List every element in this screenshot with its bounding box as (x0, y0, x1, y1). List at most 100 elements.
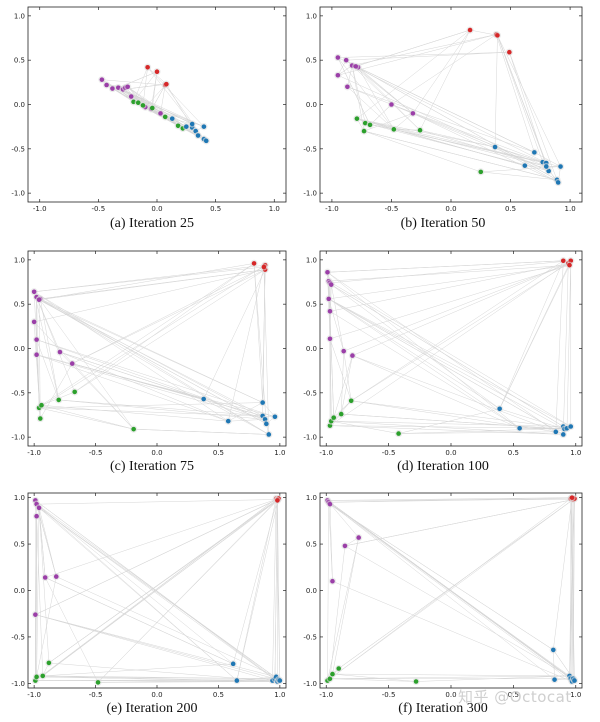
x-tick-label: 0.0 (151, 205, 162, 213)
edge-line (36, 339, 276, 417)
edge-line (327, 260, 564, 273)
edge-line (419, 129, 496, 148)
data-point-red (569, 495, 575, 500)
data-point-green (135, 100, 141, 106)
edge-line (35, 498, 279, 615)
edge-line (329, 311, 334, 418)
data-point-blue (201, 124, 207, 129)
edge-line (329, 425, 568, 429)
data-point-red (560, 258, 566, 264)
edge-line (499, 265, 570, 409)
edge-line (35, 614, 273, 681)
edge-line (59, 351, 229, 422)
data-point-green (336, 666, 342, 671)
edge-line (569, 498, 575, 676)
data-point-purple (328, 282, 334, 287)
edge-line (33, 321, 134, 430)
edge-line (34, 269, 266, 323)
caption-c: (c) Iteration 75 (110, 459, 194, 474)
x-tick-label: -0.5 (89, 691, 103, 699)
edge-line (398, 408, 500, 434)
y-tick-label: -1.0 (303, 680, 317, 688)
y-tick-label: -0.5 (11, 145, 25, 153)
edge-line (363, 130, 481, 173)
edge-line (509, 52, 558, 180)
edge-line (38, 299, 263, 417)
data-point-purple (325, 269, 330, 275)
edge-line (42, 499, 278, 677)
data-point-green (367, 122, 373, 128)
data-point-purple (342, 543, 348, 549)
edge-line (329, 425, 564, 435)
edge-line (329, 675, 570, 679)
data-point-purple (343, 57, 349, 63)
chart-panel-d: -1.0 -0.5 0.0 0.5 1.0 -1.0 -0.5 0.0 0.5 1.0 (300, 244, 600, 457)
edge-line (152, 71, 158, 109)
x-tick-label: 1.0 (565, 205, 576, 213)
edge-line (38, 507, 238, 681)
y-tick-label: -1.0 (303, 434, 317, 442)
edge-line (338, 499, 574, 669)
edge-line (41, 404, 134, 430)
edge-line (327, 497, 573, 501)
watermark-text: 知乎 @Octocat (458, 688, 572, 706)
data-point-blue (195, 133, 201, 138)
edge-line (356, 118, 543, 163)
y-tick-label: -1.0 (11, 680, 25, 688)
edge-line (352, 34, 497, 66)
edge-line (39, 402, 263, 409)
data-point-purple (69, 361, 75, 366)
edge-line (328, 298, 571, 427)
x-tick-label: -1.0 (27, 449, 41, 457)
edge-line (329, 260, 571, 426)
edge-line (351, 65, 366, 124)
data-point-purple (31, 289, 37, 295)
edge-line (34, 266, 264, 293)
edge-line (356, 118, 525, 166)
y-tick-label: 1.0 (306, 12, 317, 20)
edge-line (34, 264, 266, 293)
data-point-purple (33, 612, 38, 617)
edge-line (44, 577, 99, 683)
x-tick-label: -0.5 (89, 449, 103, 457)
data-point-blue (543, 164, 549, 169)
x-tick-label: 1.0 (570, 449, 581, 457)
edge-line (36, 354, 276, 417)
data-point-green (150, 105, 155, 111)
y-tick-label: -1.0 (303, 190, 317, 198)
data-point-blue (234, 678, 240, 683)
data-point-purple (345, 84, 350, 90)
edge-line (331, 420, 399, 434)
edge-line (497, 35, 543, 163)
edge-line (328, 280, 571, 427)
data-point-green (37, 416, 43, 421)
data-point-blue (553, 429, 559, 435)
data-point-blue (184, 124, 189, 129)
data-point-blue (260, 400, 265, 405)
edge-line (152, 84, 166, 109)
edge-line (36, 296, 266, 420)
x-tick-label: 0.5 (213, 691, 224, 699)
edge-line (363, 113, 413, 132)
data-point-purple (110, 86, 115, 91)
y-tick-label: 0.5 (14, 541, 25, 549)
edge-line (333, 355, 353, 418)
y-tick-label: -0.5 (11, 389, 25, 397)
data-point-blue (551, 647, 556, 653)
y-tick-label: -1.0 (11, 190, 25, 198)
edge-line (48, 499, 278, 664)
y-tick-label: 0.0 (306, 101, 317, 109)
data-point-purple (330, 578, 335, 584)
edge-line (40, 269, 266, 300)
edge-line (364, 130, 558, 181)
y-tick-label: 0.0 (14, 345, 25, 353)
data-point-purple (327, 336, 333, 342)
data-point-blue (277, 678, 283, 683)
edge-line (327, 500, 575, 681)
data-point-blue (169, 116, 175, 121)
edge-line (419, 29, 471, 131)
data-point-green (362, 120, 368, 126)
edge-line (351, 65, 421, 131)
x-tick-label: -0.5 (385, 205, 399, 213)
data-point-purple (158, 111, 163, 116)
